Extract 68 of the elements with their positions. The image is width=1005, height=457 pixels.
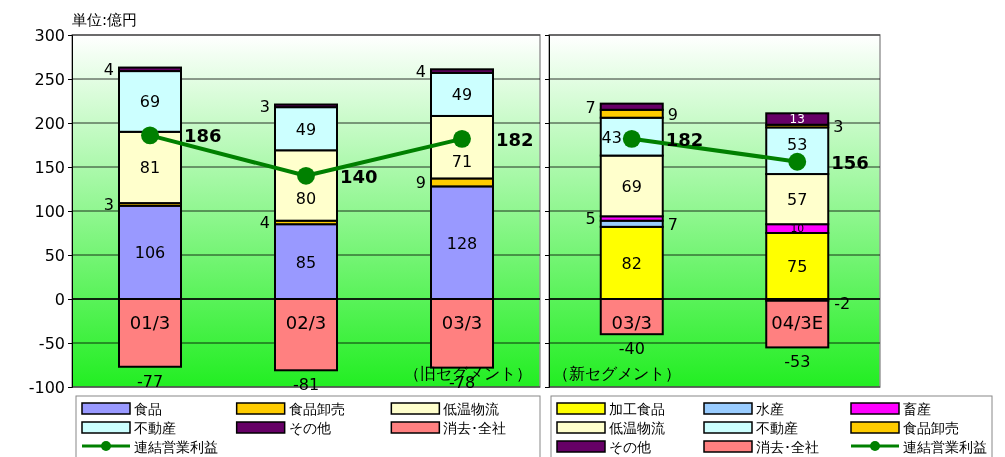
legend-label: 連結営業利益 [134,439,218,455]
legend-label: 水産 [756,401,784,417]
data-label: 182 [665,128,704,150]
data-label: 71 [451,151,473,171]
data-label: 9 [667,104,678,124]
data-label: 80 [295,188,317,208]
data-label: 182 [496,128,534,150]
data-label: 13 [789,112,805,127]
y-tick-label: 100 [34,201,65,221]
data-label: -53 [784,352,811,372]
x-tick-label: 01/3 [129,312,171,333]
data-label: 82 [621,253,642,273]
legend-label: 不動産 [756,420,798,436]
legend-label: 食品 [134,401,162,417]
data-label: 5 [585,209,596,229]
data-label: 4 [259,213,270,233]
legend-label: 消去･全社 [443,420,507,436]
data-label: 69 [139,92,161,112]
y-tick-label: -100 [28,377,65,397]
data-label: 85 [295,252,317,272]
x-tick-label: 03/3 [441,312,483,333]
data-label: 9 [415,173,426,193]
y-tick-label: 250 [34,69,65,89]
data-label: 57 [787,190,808,210]
legend-label: その他 [288,420,331,436]
legend-label: 加工食品 [609,401,665,417]
data-label: 49 [295,119,317,139]
y-tick-label: 150 [34,157,65,177]
data-label: 140 [340,165,378,187]
data-label: 128 [446,233,478,253]
data-label: 4 [103,60,114,80]
x-tick-label: 02/3 [285,312,327,333]
y-tick-label: -50 [38,333,65,353]
legend-label: 食品卸売 [903,420,959,436]
data-label: -77 [136,371,164,391]
data-label: 69 [621,176,642,196]
legend-label: 畜産 [903,401,931,417]
data-label: -2 [834,293,851,313]
x-tick-label: 03/3 [611,312,652,333]
data-label: -40 [618,339,645,359]
data-label: 4 [415,62,426,82]
x-tick-label: 04/3E [771,312,824,333]
y-tick-label: 300 [34,25,65,45]
data-label: 53 [787,134,808,154]
y-tick-label: 200 [34,113,65,133]
data-label: 49 [451,85,473,105]
annotation: （新セグメント） [553,364,681,383]
data-label: 186 [184,125,222,147]
y-tick-label: 50 [44,245,65,265]
legend-label: 連結営業利益 [903,439,987,455]
data-label: 75 [787,257,808,276]
data-label: 3 [833,117,844,137]
legend-label: その他 [609,439,651,455]
data-label: 156 [831,151,869,173]
legend-label: 食品卸売 [288,401,345,417]
legend-label: 低温物流 [443,401,500,417]
data-label: 7 [585,97,596,117]
data-label: 7 [667,214,678,234]
y-axis-title: 単位:億円 [72,11,138,29]
data-label: 3 [103,195,114,215]
legend-label: 消去･全社 [756,439,819,455]
legend-label: 不動産 [134,420,176,436]
data-label: 43 [601,127,622,147]
data-label: 3 [259,96,270,116]
y-tick-label: 0 [54,289,65,309]
data-label: 81 [139,158,161,178]
data-label: 106 [134,243,166,263]
legend-label: 低温物流 [609,420,665,436]
